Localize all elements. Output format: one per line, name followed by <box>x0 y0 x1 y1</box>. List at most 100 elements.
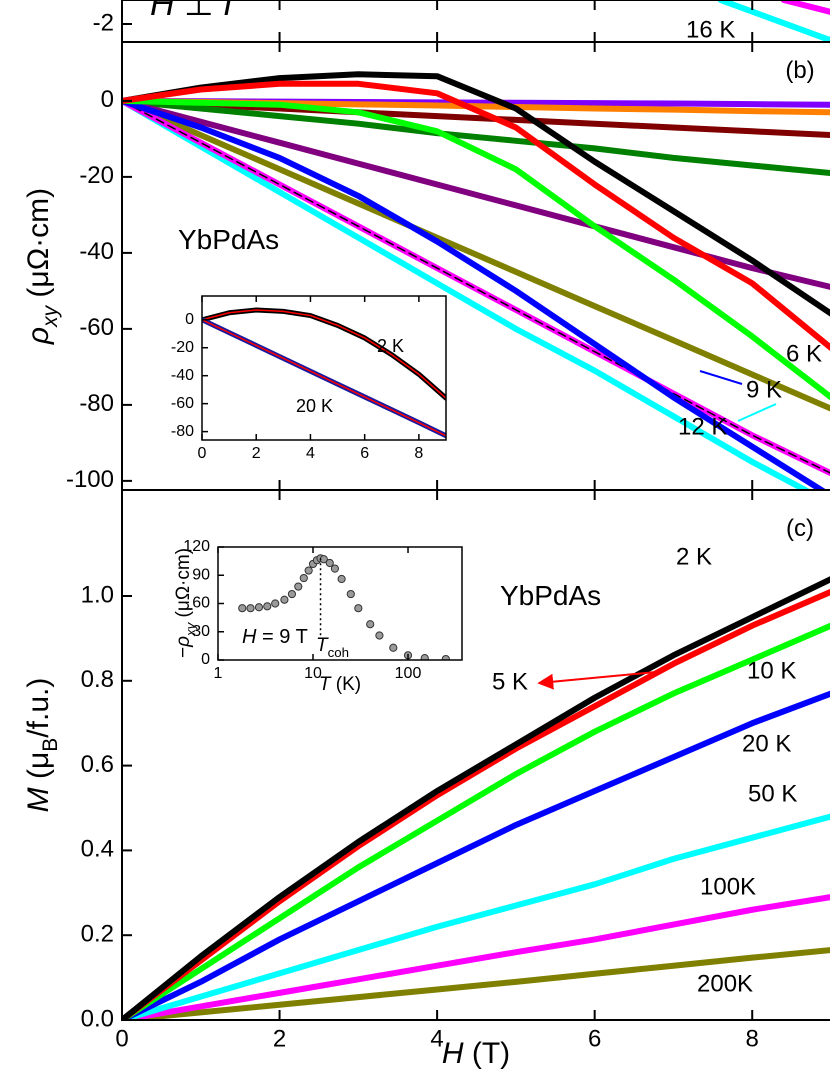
leader-line <box>737 403 777 422</box>
y-tick-label: -40 <box>171 367 194 384</box>
y-tick-label: -2 <box>93 9 114 36</box>
series-line <box>122 97 827 490</box>
series-line <box>122 97 830 412</box>
series-line <box>122 947 830 1020</box>
plot-frame <box>121 489 830 1021</box>
y-tick-label: -20 <box>171 339 194 356</box>
series-line <box>122 100 830 474</box>
y-axis-title: M (μB/f.u.) <box>22 678 62 813</box>
text-part: = 9 T <box>256 626 307 648</box>
y-tick-label: 0 <box>201 651 210 668</box>
data-point <box>280 595 289 604</box>
x-tick-label: 6 <box>360 445 369 462</box>
x-tick-label: 0 <box>115 1026 128 1053</box>
y-tick-label: -40 <box>79 238 114 265</box>
data-point <box>420 654 429 660</box>
series-label: 50 K <box>748 780 797 807</box>
series-label: 20 K <box>742 730 791 757</box>
data-point <box>299 573 308 583</box>
series-line <box>780 0 830 15</box>
y-tick-label: 0.6 <box>81 751 114 778</box>
x-tick-label: 8 <box>414 445 423 462</box>
series-label: 16 K <box>686 16 735 43</box>
series-line <box>122 690 830 1020</box>
x-tick-label: 10 <box>304 665 322 682</box>
y-axis-title: ρxy (μΩ·cm) <box>22 188 62 345</box>
annotation: YbPdAs <box>500 580 601 611</box>
y-tick-label: -80 <box>171 423 194 440</box>
text-part: T <box>319 674 332 695</box>
text-part: (μΩ·cm) <box>173 548 194 623</box>
series-line <box>122 97 812 490</box>
y-tick-label: 60 <box>192 595 210 612</box>
y-tick-label: 0 <box>101 86 114 113</box>
text-part: YbPdAs <box>500 580 601 611</box>
series-line <box>122 813 830 1020</box>
text-part: ρ <box>22 327 55 345</box>
series-label: 12 K <box>678 413 727 440</box>
data-point <box>304 566 313 575</box>
y-tick-label: 0.8 <box>81 666 114 693</box>
text-part: (μ <box>22 752 55 788</box>
x-tick-label: 2 <box>252 445 261 462</box>
text-part: (μΩ·cm) <box>22 188 55 306</box>
data-point <box>263 602 272 611</box>
text-part: − <box>173 647 194 658</box>
annotation: (c) <box>786 515 814 542</box>
series-line <box>122 71 830 317</box>
y-tick-label: 90 <box>192 566 210 583</box>
text-part: I <box>223 0 233 23</box>
y-tick-label: 0.2 <box>81 921 114 948</box>
y-tick-label: -60 <box>171 395 194 412</box>
data-point <box>441 654 450 660</box>
series-label: 5 K <box>492 668 528 695</box>
text-part: B <box>39 738 62 752</box>
y-tick-label: 0.4 <box>81 836 114 863</box>
data-point <box>246 604 255 613</box>
annotation: (b) <box>785 57 814 84</box>
plot-area <box>202 307 446 439</box>
series-line <box>122 97 830 401</box>
y-axis-title: −ρxy (μΩ·cm) <box>173 548 198 658</box>
text-part: (b) <box>785 57 814 84</box>
data-point <box>389 643 398 652</box>
data-point <box>325 558 334 568</box>
text-part: coh <box>328 645 349 660</box>
text-part: H <box>242 626 257 648</box>
series-line <box>122 576 830 1020</box>
x-tick-label: 6 <box>588 1026 601 1053</box>
data-point <box>294 582 303 591</box>
y-tick-label: -100 <box>66 466 114 493</box>
y-tick-label: 1.0 <box>81 581 114 608</box>
text-part: H <box>442 1037 464 1070</box>
y-tick-label: -20 <box>79 162 114 189</box>
arrow <box>537 671 657 690</box>
series-line <box>122 80 830 351</box>
data-point <box>238 604 247 613</box>
annotation: YbPdAs <box>178 224 279 255</box>
series-line <box>122 894 830 1020</box>
plot-area <box>122 71 830 490</box>
y-tick-label: 120 <box>183 538 210 555</box>
y-tick-label: 0.0 <box>81 1005 114 1032</box>
series-label: 6 K <box>786 340 822 367</box>
series-label: 10 K <box>747 657 796 684</box>
data-point <box>254 603 264 612</box>
series-label: 9 K <box>746 376 782 403</box>
x-tick-label: 8 <box>746 1026 759 1053</box>
text-part: /f.u.) <box>22 678 55 738</box>
data-point <box>346 589 355 599</box>
series-line <box>122 622 830 1020</box>
text-part: ⊥ <box>175 0 224 23</box>
y-tick-label: -80 <box>79 390 114 417</box>
x-axis-title: T (K) <box>319 674 361 695</box>
series-label: 20 K <box>296 396 333 416</box>
plot-area <box>238 554 450 660</box>
series-line <box>202 319 446 437</box>
series-line <box>717 0 830 42</box>
plot-area <box>122 576 830 1020</box>
text-part: (T) <box>464 1037 511 1070</box>
annotation: H ⊥ I <box>150 0 233 23</box>
